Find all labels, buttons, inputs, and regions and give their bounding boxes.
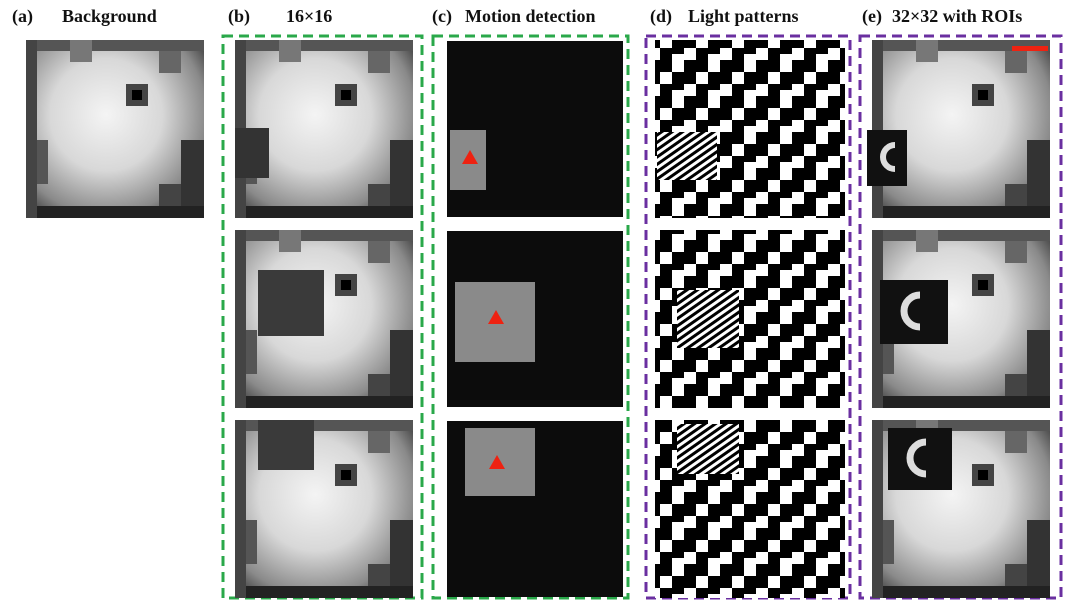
object [235, 128, 269, 178]
scale-bar [1012, 46, 1048, 51]
column-b [235, 40, 413, 598]
panel-title: Light patterns [688, 6, 799, 26]
object [867, 130, 907, 186]
panel-title: 16×16 [286, 6, 332, 26]
hatched-roi [677, 290, 739, 348]
panel-title: Motion detection [465, 6, 595, 26]
column-d [655, 40, 845, 598]
hatched-roi [657, 132, 717, 180]
panel-title: Background [62, 6, 157, 26]
panel-label: (e) [862, 6, 882, 27]
panel-label: (b) [228, 6, 250, 27]
panel-label: (c) [432, 6, 452, 27]
frame-image [872, 40, 1050, 218]
object [880, 280, 948, 344]
panel-label: (d) [650, 6, 672, 27]
frame-image [447, 41, 623, 217]
object [888, 428, 952, 490]
object [258, 270, 324, 336]
panel-label: (a) [12, 6, 33, 27]
figure: (a) Background (b) 16×16 (c) Motion dete… [0, 0, 1072, 600]
column-c [447, 41, 623, 597]
column-e [867, 40, 1050, 598]
object [258, 420, 314, 470]
panel-title: 32×32 with ROIs [892, 6, 1022, 26]
hatched-roi [677, 424, 739, 474]
background-image [26, 40, 204, 218]
panel-titles: (a) Background (b) 16×16 (c) Motion dete… [12, 6, 1022, 27]
pattern [655, 40, 845, 218]
